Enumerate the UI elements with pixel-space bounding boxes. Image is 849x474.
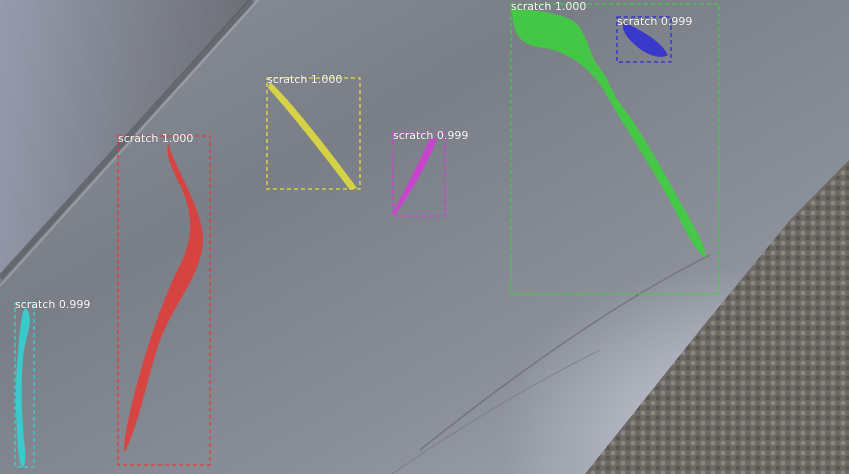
scratch-mask-magenta (393, 138, 437, 214)
scratch-mask-cyan (15, 308, 30, 468)
detection-class: scratch (617, 15, 658, 28)
detection-class: scratch (511, 0, 552, 13)
bbox-blue (616, 16, 672, 63)
bbox-green (510, 3, 720, 295)
detection-label-blue: scratch 0.999 (617, 16, 692, 28)
detection-class: scratch (118, 132, 159, 145)
bbox-magenta (392, 132, 446, 217)
detection-score: 0.999 (58, 298, 91, 311)
detection-class: scratch (393, 129, 434, 142)
detection-label-red: scratch 1.000 (118, 133, 193, 145)
bbox-red (117, 135, 211, 466)
scratch-mask-blue (622, 22, 668, 57)
scratch-mask-green (512, 8, 706, 258)
detection-label-yellow: scratch 1.000 (267, 74, 342, 86)
detection-score: 0.999 (660, 15, 693, 28)
bbox-cyan (14, 302, 35, 468)
detection-score: 1.000 (310, 73, 343, 86)
detection-score: 1.000 (161, 132, 194, 145)
scratch-mask-yellow (268, 82, 357, 190)
detection-label-magenta: scratch 0.999 (393, 130, 468, 142)
detection-score: 0.999 (436, 129, 469, 142)
scratch-mask-red (124, 143, 204, 452)
detection-label-cyan: scratch 0.999 (15, 299, 90, 311)
detection-score: 1.000 (554, 0, 587, 13)
detection-class: scratch (15, 298, 56, 311)
detection-label-green: scratch 1.000 (511, 1, 586, 13)
detection-class: scratch (267, 73, 308, 86)
bbox-yellow (266, 77, 361, 190)
